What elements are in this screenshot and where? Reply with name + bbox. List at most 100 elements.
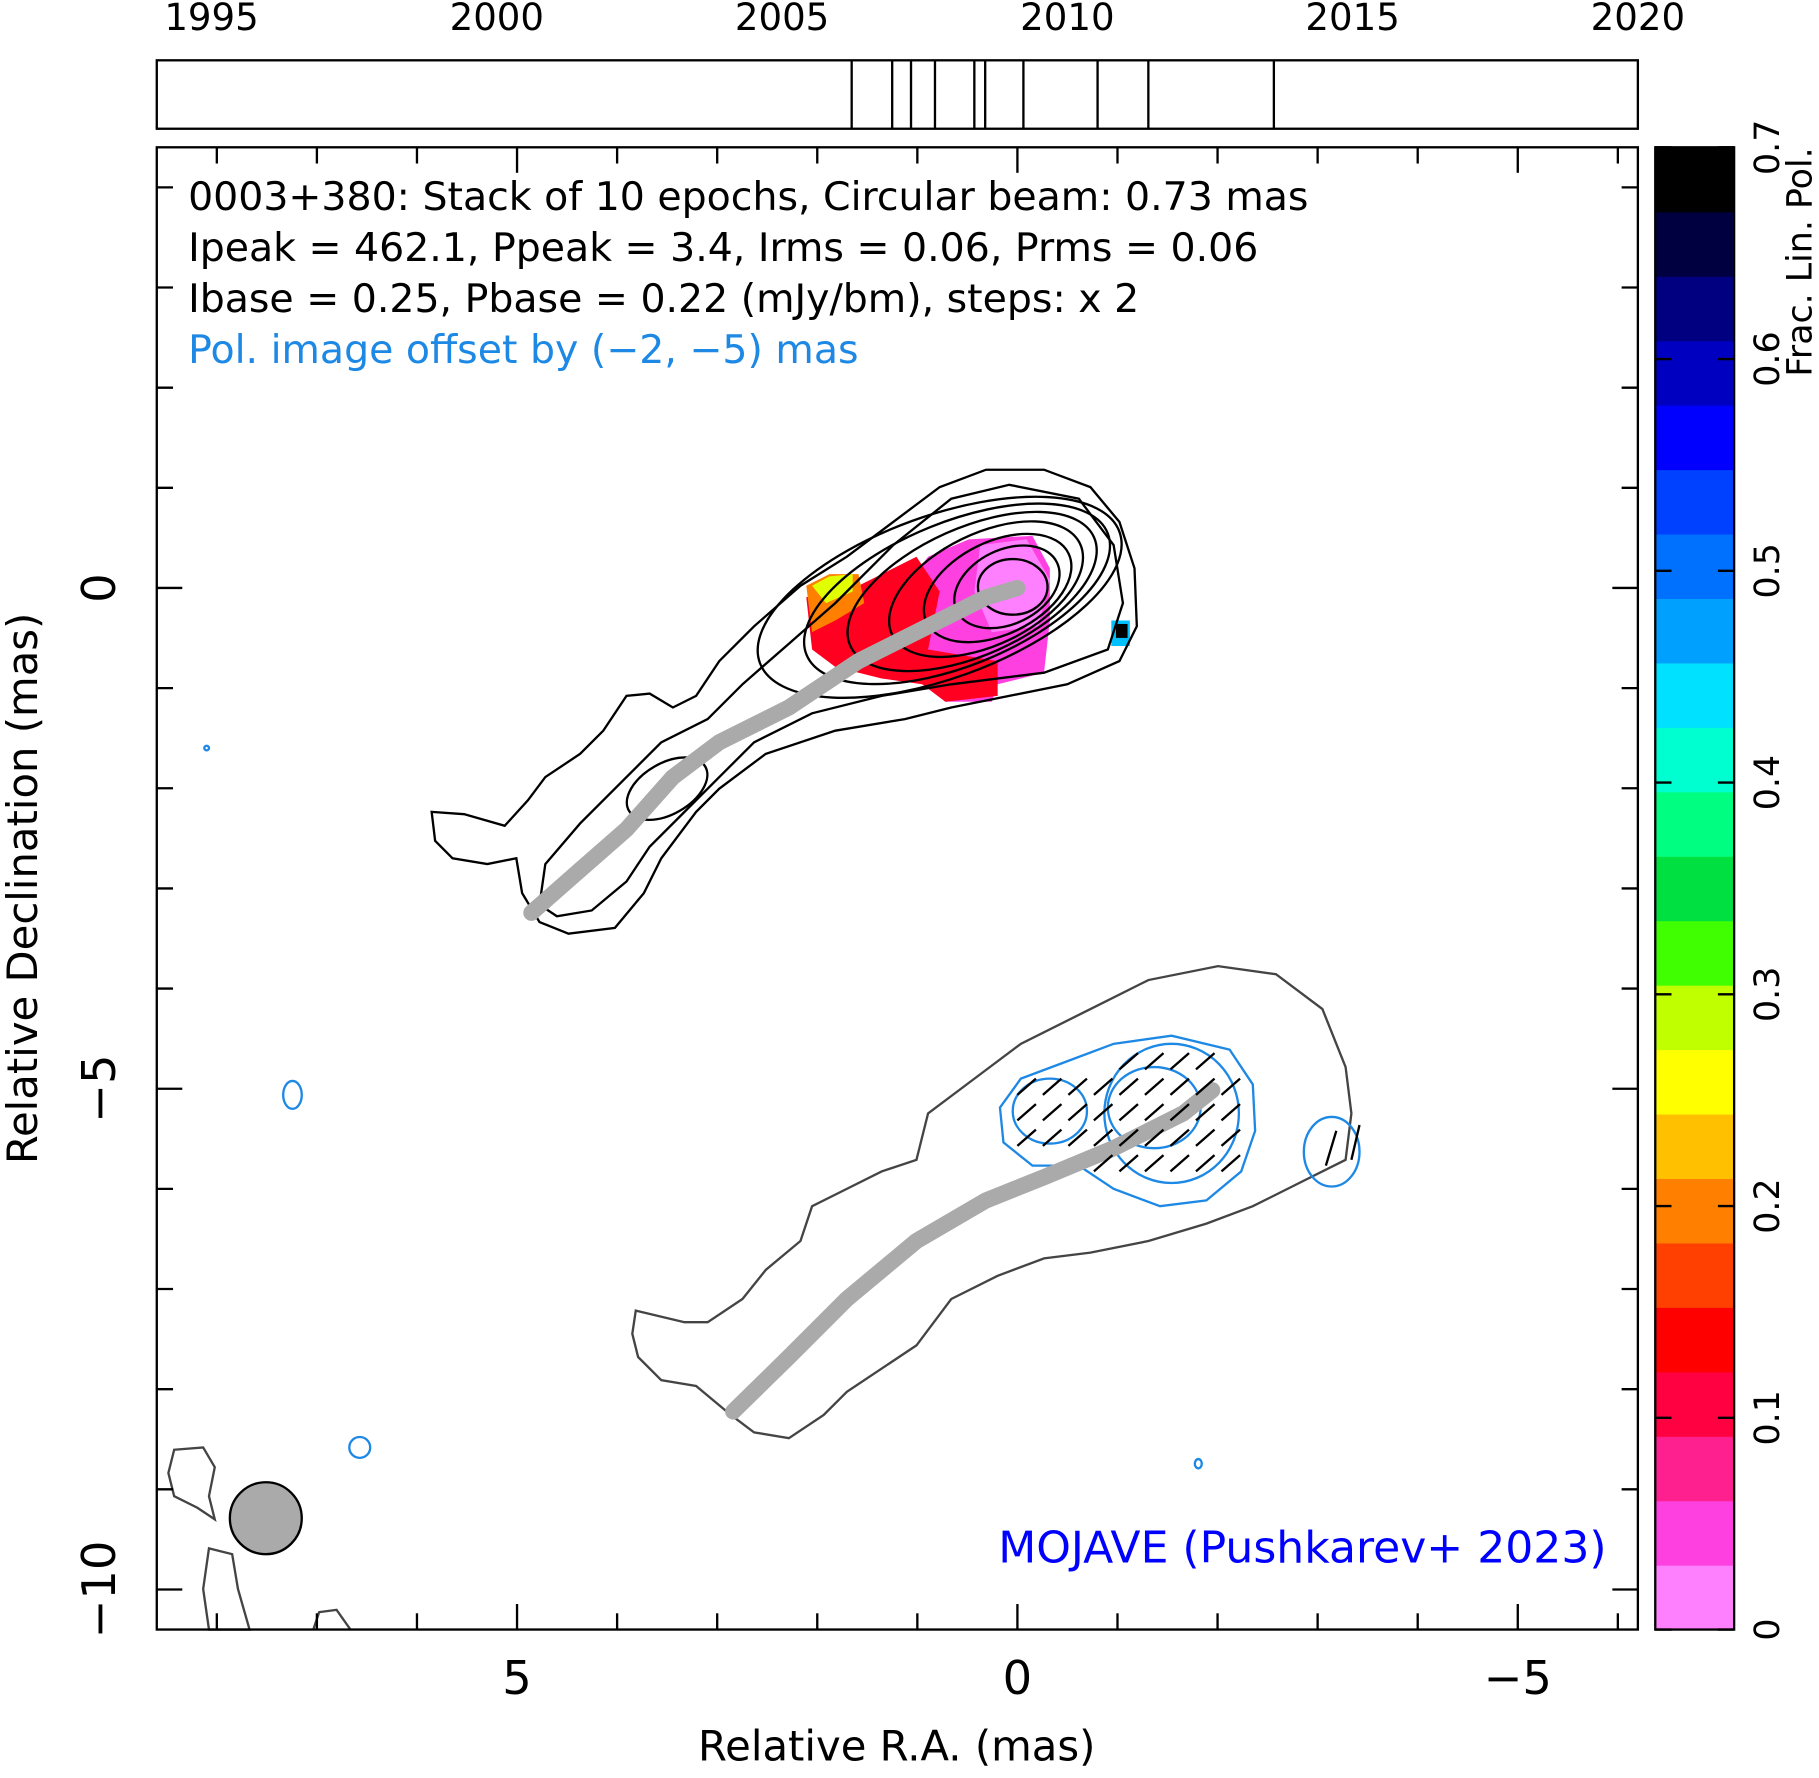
evpa-tick	[1169, 1128, 1190, 1147]
colorbar-band	[1655, 1565, 1735, 1631]
evpa-tick	[1016, 1103, 1037, 1122]
evpa-tick	[1144, 1128, 1165, 1147]
contour	[976, 557, 1049, 616]
colorbar-band	[1655, 856, 1735, 922]
colorbar-band	[1655, 340, 1735, 406]
contour	[538, 483, 1125, 918]
evpa-tick	[1067, 1128, 1088, 1147]
evpa-tick	[1118, 1052, 1139, 1071]
x-tick-label: −5	[1484, 1651, 1552, 1705]
colorbar-tick-label: 0.5	[1748, 543, 1788, 598]
contour	[802, 502, 1112, 686]
colorbar-band	[1655, 920, 1735, 986]
y-axis-label: Relative Declination (mas)	[0, 613, 47, 1164]
y-tick-label: −10	[72, 1541, 126, 1639]
evpa-tick	[1350, 1124, 1361, 1161]
evpa-tick	[1195, 1128, 1216, 1147]
contour	[1302, 1115, 1361, 1188]
evpa-tick	[1169, 1154, 1190, 1173]
colorbar-band	[1655, 276, 1735, 342]
x-tick-label: 2000	[450, 0, 544, 39]
evpa-tick	[1093, 1103, 1114, 1122]
credit: MOJAVE (Pushkarev+ 2023)	[998, 1523, 1606, 1574]
contour	[756, 495, 1123, 699]
evpa-ticks	[1016, 1052, 1361, 1173]
contour	[887, 520, 1085, 659]
colorbar-band	[1655, 662, 1735, 728]
x-tick-label: 2010	[1020, 0, 1114, 39]
evpa-tick	[1042, 1077, 1063, 1096]
x-tick-label: 2015	[1305, 0, 1399, 39]
y-tick-label: 0	[72, 573, 126, 603]
evpa-tick	[1118, 1154, 1139, 1173]
contour	[430, 468, 1138, 935]
evpa-tick	[1169, 1103, 1190, 1122]
evpa-tick	[1144, 1103, 1165, 1122]
evpa-tick	[1067, 1103, 1088, 1122]
evpa-tick	[1093, 1154, 1114, 1173]
evpa-tick	[1118, 1103, 1139, 1122]
evpa-tick	[1195, 1052, 1216, 1071]
colorbar-band	[1655, 985, 1735, 1051]
contour	[1011, 1077, 1089, 1145]
colorbar-band	[1655, 1371, 1735, 1437]
contour	[846, 510, 1098, 673]
colorbar-band	[1655, 1113, 1735, 1180]
colorbar-band	[1655, 533, 1735, 599]
contour	[203, 744, 211, 752]
ridge-lines	[523, 579, 1221, 1420]
colorbar-band	[1655, 791, 1735, 857]
contours	[167, 468, 1361, 1631]
evpa-tick	[1016, 1077, 1037, 1096]
ridge-line	[725, 1082, 1221, 1420]
evpa-tick	[1118, 1128, 1139, 1147]
annotation: Pol. image offset by (−2, −5) mas	[188, 327, 858, 373]
ridge-line	[523, 579, 1026, 921]
colorbar-band	[1655, 1178, 1735, 1244]
colorbar-band	[1655, 1436, 1735, 1502]
evpa-tick	[1042, 1128, 1063, 1147]
colorbar-tick-label: 0.7	[1748, 120, 1788, 175]
colorbar-band	[1655, 1242, 1735, 1308]
colorbar-band	[1655, 405, 1735, 471]
colorbar-tick-label: 0.6	[1748, 331, 1788, 386]
colorbar-band	[1655, 598, 1735, 664]
x-axis-label: Relative R.A. (mas)	[698, 1722, 1095, 1771]
evpa-tick	[1144, 1154, 1165, 1173]
evpa-tick	[1144, 1077, 1165, 1096]
evpa-tick	[1220, 1128, 1241, 1147]
evpa-tick	[1042, 1103, 1063, 1122]
evpa-tick	[1220, 1103, 1241, 1122]
contour	[998, 1034, 1257, 1208]
evpa-tick	[1016, 1128, 1037, 1147]
evpa-tick	[1067, 1077, 1088, 1096]
evpa-tick	[1144, 1052, 1165, 1071]
colorbar-band	[1655, 469, 1735, 535]
x-tick-label: 0	[1003, 1651, 1033, 1705]
colorbar-tick-label: 0.1	[1748, 1390, 1788, 1445]
colorbar-band	[1655, 1307, 1735, 1373]
evpa-tick	[1324, 1130, 1338, 1166]
evpa-tick	[1093, 1077, 1114, 1096]
colorbar-frame	[1654, 146, 1736, 1631]
contour	[631, 964, 1353, 1440]
colorbar-label: Frac. Lin. Pol.	[1780, 147, 1819, 376]
evpa-tick	[1169, 1077, 1190, 1096]
x-tick-label: 1995	[164, 0, 258, 39]
y-tick-label: −5	[72, 1055, 126, 1123]
contour	[1193, 1457, 1203, 1470]
evpa-tick	[1169, 1052, 1190, 1071]
x-tick-label: 2020	[1591, 0, 1685, 39]
annotation: 0003+380: Stack of 10 epochs, Circular b…	[188, 174, 1308, 220]
contour	[282, 1079, 303, 1110]
colorbar-band	[1655, 147, 1735, 213]
x-tick-label: 5	[502, 1651, 532, 1705]
timeline-frame	[155, 59, 1640, 130]
evpa-tick	[1093, 1128, 1114, 1147]
evpa-tick	[1195, 1154, 1216, 1173]
colorbar-band	[1655, 1049, 1735, 1115]
colorbar-tick-label: 0.4	[1748, 755, 1788, 810]
pol-patch	[1115, 623, 1128, 638]
evpa-tick	[1195, 1103, 1216, 1122]
